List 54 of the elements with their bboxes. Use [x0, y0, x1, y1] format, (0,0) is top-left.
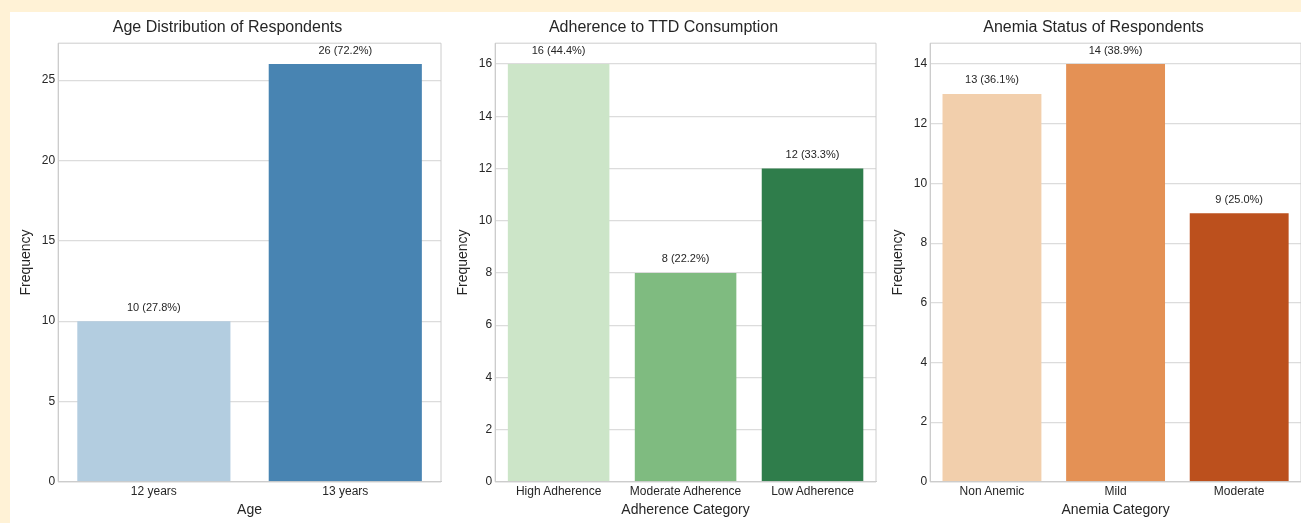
data-label: 14 (38.9%)	[1088, 43, 1143, 56]
chart-title: Anemia Status of Respondents	[983, 18, 1204, 36]
y-tick-label: 4	[485, 369, 493, 384]
x-tick-label: High Adherence	[515, 484, 602, 499]
chart-title: Adherence to TTD Consumption	[548, 18, 779, 36]
y-tick-label: 6	[485, 317, 493, 332]
x-tick-label: 12 years	[130, 484, 177, 499]
x-tick-label: Mild	[1104, 484, 1127, 499]
data-label: 8 (22.2%)	[661, 252, 710, 265]
y-tick-label: 5	[48, 393, 56, 408]
y-tick-label: 8	[485, 265, 493, 280]
data-label: 13 (36.1%)	[965, 73, 1019, 86]
y-axis-title: Frequency	[454, 229, 471, 296]
x-tick-label: Moderate Adherence	[629, 484, 742, 499]
y-tick-label: 0	[485, 474, 493, 489]
y-tick-label: 2	[485, 421, 493, 436]
y-tick-label: 15	[41, 233, 56, 248]
data-label: 26 (72.2%)	[318, 43, 373, 56]
y-tick-label: 4	[920, 354, 928, 369]
y-tick-label: 14	[478, 108, 493, 123]
y-tick-label: 20	[41, 152, 56, 167]
data-label: 9 (25.0%)	[1215, 192, 1264, 205]
x-axis-title: Anemia Category	[1061, 501, 1170, 518]
chart-title: Age Distribution of Respondents	[112, 18, 343, 36]
x-axis-title: Age	[237, 501, 263, 518]
y-tick-label: 8	[920, 235, 928, 250]
x-tick-label: 13 years	[322, 484, 369, 499]
y-tick-label: 14	[913, 56, 928, 71]
bar	[507, 64, 610, 482]
data-label: 10 (27.8%)	[126, 300, 181, 313]
y-tick-label: 10	[478, 213, 493, 228]
y-tick-label: 25	[41, 72, 56, 87]
x-axis-title: Adherence Category	[621, 501, 750, 518]
x-tick-label: Moderate	[1213, 484, 1265, 499]
bar	[1189, 213, 1289, 482]
y-tick-label: 2	[920, 414, 928, 429]
data-label: 12 (33.3%)	[785, 148, 840, 161]
y-tick-label: 10	[913, 175, 928, 190]
bar	[1066, 64, 1166, 482]
y-tick-label: 6	[920, 295, 928, 310]
x-tick-label: Non Anemic	[959, 484, 1025, 499]
y-tick-label: 12	[913, 116, 928, 131]
y-tick-label: 12	[478, 160, 493, 175]
y-tick-label: 0	[48, 474, 56, 489]
y-tick-label: 16	[478, 56, 493, 71]
y-tick-label: 0	[920, 474, 928, 489]
y-axis-title: Frequency	[17, 229, 34, 296]
data-label: 16 (44.4%)	[531, 43, 586, 56]
y-tick-label: 10	[41, 313, 56, 328]
y-axis-title: Frequency	[889, 229, 906, 296]
x-tick-label: Low Adherence	[771, 484, 855, 499]
bar	[942, 93, 1042, 482]
bar	[634, 272, 737, 482]
bar	[761, 168, 864, 482]
